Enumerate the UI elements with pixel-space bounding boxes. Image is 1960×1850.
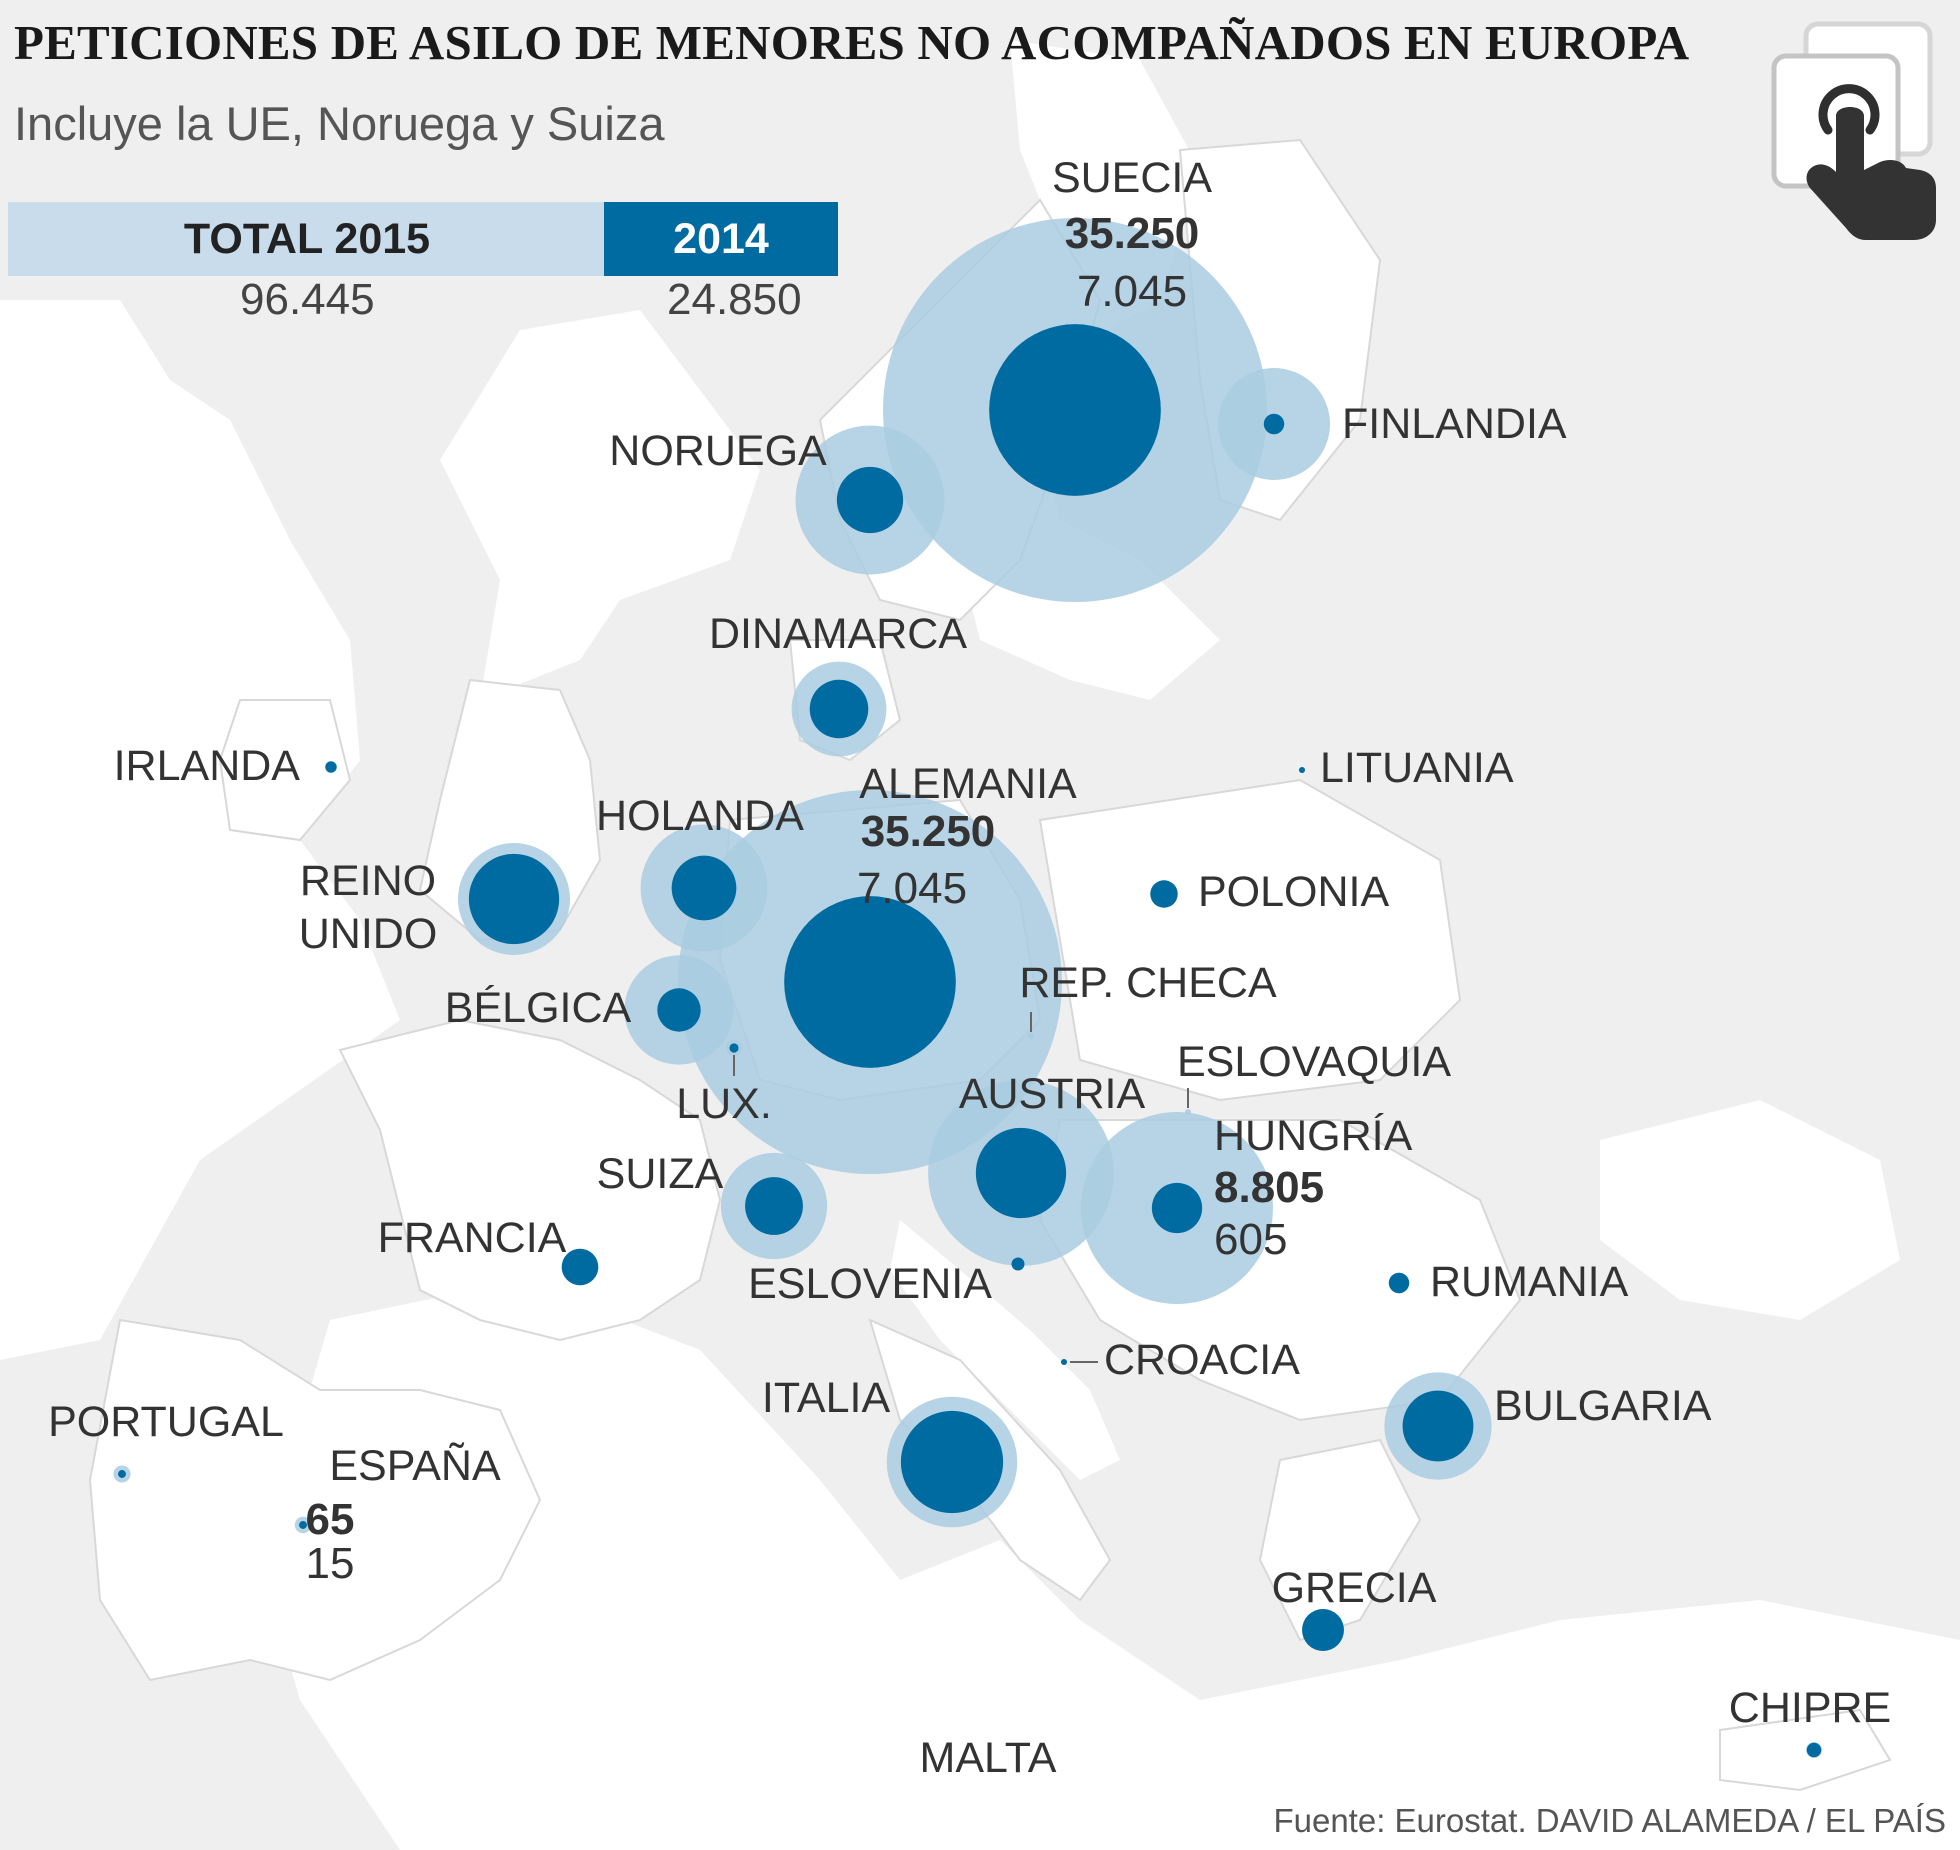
bubble-2014-belgica[interactable] xyxy=(657,988,701,1032)
value-2014-label-hungria: 605 xyxy=(1214,1215,1287,1264)
country-label-rep-checa: REP. CHECA xyxy=(1019,959,1277,1007)
tap-hand-icon[interactable] xyxy=(1770,20,1940,240)
bubble-layer xyxy=(113,218,1822,1758)
bubble-2014-austria[interactable] xyxy=(975,1127,1067,1219)
bubble-2014-reino-unido[interactable] xyxy=(468,853,560,945)
bubble-2014-suecia[interactable] xyxy=(989,324,1161,496)
country-label-belgica: BÉLGICA xyxy=(445,984,632,1032)
legend-2014: 2014 xyxy=(604,202,838,276)
chart-subtitle: Incluye la UE, Noruega y Suiza xyxy=(14,97,665,150)
bubble-2014-lituania[interactable] xyxy=(1299,767,1305,773)
bubble-2014-dinamarca[interactable] xyxy=(809,679,869,739)
black-sea xyxy=(1600,1100,1900,1320)
country-label-irlanda: IRLANDA xyxy=(114,742,301,790)
country-label-reino-unido-2: UNIDO xyxy=(299,910,438,958)
bubble-2014-bulgaria[interactable] xyxy=(1402,1390,1474,1462)
value-2014-label-espana: 15 xyxy=(306,1539,355,1588)
country-label-polonia: POLONIA xyxy=(1198,868,1389,916)
country-label-holanda: HOLANDA xyxy=(596,792,804,840)
bubble-2014-grecia[interactable] xyxy=(1302,1609,1344,1651)
country-label-malta: MALTA xyxy=(920,1734,1057,1782)
bubble-2014-finlandia[interactable] xyxy=(1263,413,1285,435)
north-sea xyxy=(440,310,760,700)
bubble-2014-holanda[interactable] xyxy=(671,855,737,921)
bubble-2014-irlanda[interactable] xyxy=(325,761,337,773)
bubble-2014-portugal[interactable] xyxy=(118,1470,126,1478)
mediterranean-sea xyxy=(260,1280,1960,1850)
source-credit: Fuente: Eurostat. DAVID ALAMEDA / EL PAÍ… xyxy=(1273,1802,1946,1839)
country-label-bulgaria: BULGARIA xyxy=(1494,1382,1712,1430)
bubble-2014-rumania[interactable] xyxy=(1388,1272,1410,1294)
bubble-2014-eslovenia[interactable] xyxy=(1011,1257,1025,1271)
country-label-francia: FRANCIA xyxy=(378,1214,567,1262)
bubble-2014-suiza[interactable] xyxy=(745,1177,803,1235)
value-2014-label-alemania: 7.045 xyxy=(857,864,967,913)
legend-total-2015-value: 96.445 xyxy=(240,275,375,324)
country-label-noruega: NORUEGA xyxy=(609,427,827,475)
country-label-finlandia: FINLANDIA xyxy=(1342,400,1567,448)
value-2015-label-suecia: 35.250 xyxy=(1065,209,1200,258)
country-label-alemania: ALEMANIA xyxy=(859,760,1077,808)
france-land xyxy=(338,1018,722,1342)
country-label-croacia: CROACIA xyxy=(1104,1336,1300,1384)
poland-land xyxy=(1038,778,1462,1102)
atlantic-sea xyxy=(0,300,400,1360)
country-label-italia: ITALIA xyxy=(762,1374,891,1422)
country-label-espana: ESPAÑA xyxy=(329,1442,501,1490)
bubble-2014-noruega[interactable] xyxy=(836,466,904,534)
country-label-grecia: GRECIA xyxy=(1272,1564,1437,1612)
ireland-land xyxy=(218,699,352,842)
bubble-2015-rep-checa[interactable] xyxy=(1027,1032,1035,1040)
bubble-2014-italia[interactable] xyxy=(900,1410,1004,1514)
value-2015-label-hungria: 8.805 xyxy=(1214,1163,1324,1212)
country-label-austria: AUSTRIA xyxy=(959,1070,1146,1118)
bubble-2014-croacia[interactable] xyxy=(1061,1359,1067,1365)
legend-2014-value: 24.850 xyxy=(667,275,802,324)
iberia-land xyxy=(88,1318,542,1682)
value-2015-label-alemania: 35.250 xyxy=(861,807,996,856)
value-2015-label-espana: 65 xyxy=(306,1495,355,1544)
country-label-eslovenia: ESLOVENIA xyxy=(748,1260,992,1308)
country-label-dinamarca: DINAMARCA xyxy=(709,610,967,658)
bubble-2014-lux[interactable] xyxy=(729,1043,739,1053)
bubble-2014-francia[interactable] xyxy=(561,1248,599,1286)
country-label-lux: LUX. xyxy=(676,1080,772,1128)
label-layer: SUECIA 35.250 7.045 FINLANDIA NORUEGA DINAMAR… xyxy=(48,154,1891,1782)
bubble-2014-alemania[interactable] xyxy=(784,896,956,1068)
value-2014-label-suecia: 7.045 xyxy=(1077,267,1187,316)
country-label-suiza: SUIZA xyxy=(597,1150,724,1198)
bubble-2014-espana[interactable] xyxy=(299,1521,307,1529)
country-label-reino-unido-1: REINO xyxy=(300,857,436,905)
greece-land xyxy=(1258,1438,1422,1642)
legend-total-2015: TOTAL 2015 xyxy=(8,202,606,276)
bubble-2014-polonia[interactable] xyxy=(1150,880,1178,908)
cyprus-land xyxy=(1719,1708,1892,1792)
chart-title: PETICIONES DE ASILO DE MENORES NO ACOMPA… xyxy=(14,15,1690,70)
legend-2014-label: 2014 xyxy=(673,214,769,263)
bubble-2014-chipre[interactable] xyxy=(1806,1742,1822,1758)
country-label-lituania: LITUANIA xyxy=(1320,744,1514,792)
country-label-suecia: SUECIA xyxy=(1052,154,1212,202)
adriatic-sea xyxy=(890,1220,1120,1480)
country-label-portugal: PORTUGAL xyxy=(48,1398,284,1446)
country-label-rumania: RUMANIA xyxy=(1430,1258,1629,1306)
country-label-chipre: CHIPRE xyxy=(1729,1684,1891,1732)
bubble-2014-hungria[interactable] xyxy=(1151,1182,1203,1234)
country-label-hungria: HUNGRÍA xyxy=(1214,1112,1413,1160)
country-label-eslovaquia: ESLOVAQUIA xyxy=(1177,1038,1451,1086)
legend-total-2015-label: TOTAL 2015 xyxy=(183,214,431,263)
